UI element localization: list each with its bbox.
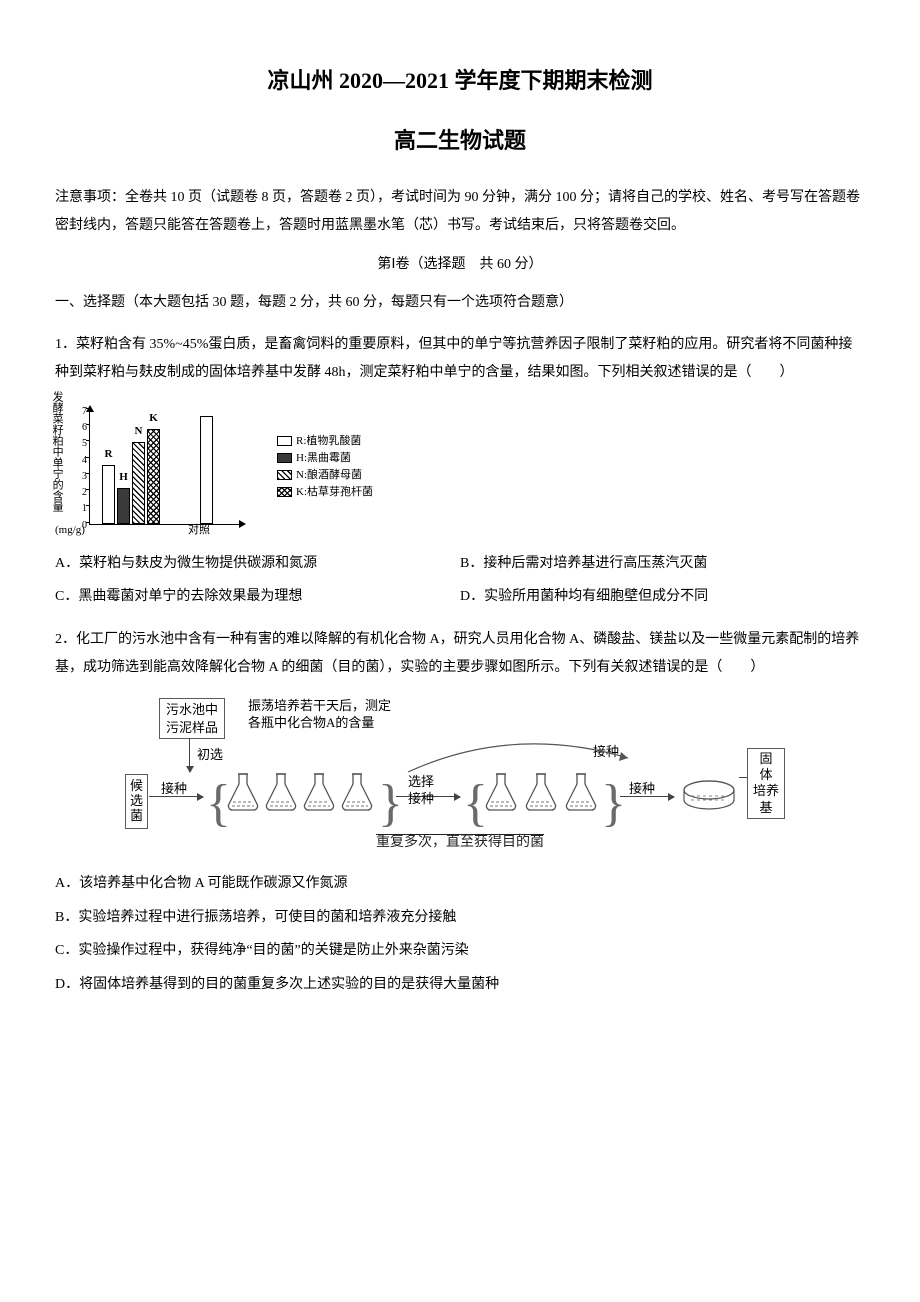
q1-legend-text: N:酿酒酵母菌 (296, 467, 362, 484)
q2-flowchart: 污水池中 污泥样品 初选 候选菌 接种 { } 振荡培养若干天后，测定 各瓶中化… (125, 692, 795, 857)
q1-legend-row: R:植物乳酸菌 (277, 433, 373, 450)
q1-stem: 1．菜籽粕含有 35%~45%蛋白质，是畜禽饲料的重要原料，但其中的单宁等抗营养… (55, 331, 865, 387)
q1-legend-swatch (277, 487, 292, 497)
q2-arrow-down-1 (189, 738, 190, 772)
q2-petri-icon (681, 778, 737, 818)
q2-label-prelim: 初选 (197, 743, 223, 768)
q1-figure: 发酵菜籽粕中单宁的含量 (mg/g) RHNK 01234567 对照 R:植物… (55, 397, 865, 537)
exam-title-sub: 高二生物试题 (55, 120, 865, 162)
q2-flask-icon (301, 770, 337, 818)
section-1-header: 第Ⅰ卷（选择题 共 60 分） (55, 252, 865, 279)
q2-flask-icon (339, 770, 375, 818)
q1-x-arrow (239, 520, 246, 528)
q2-option-b: B．实验培养过程中进行振荡培养，可使目的菌和培养液充分接触 (55, 901, 865, 935)
q1-bar-C (200, 416, 213, 523)
q2-stem: 2．化工厂的污水池中含有一种有害的难以降解的有机化合物 A，研究人员用化合物 A… (55, 626, 865, 682)
q2-option-a: A．该培养基中化合物 A 可能既作碳源又作氮源 (55, 867, 865, 901)
q1-option-a: A．菜籽粕与麸皮为微生物提供碳源和氮源 (55, 547, 460, 581)
exam-notice: 注意事项：全卷共 10 页（试题卷 8 页，答题卷 2 页），考试时间为 90 … (55, 184, 865, 240)
q2-flask-icon (225, 770, 261, 818)
q1-legend-text: H:黑曲霉菌 (296, 450, 351, 467)
q1-legend-row: N:酿酒酵母菌 (277, 467, 373, 484)
q1-legend-text: R:植物乳酸菌 (296, 433, 361, 450)
q1-ytick: 5 (77, 434, 87, 453)
q1-bar-label: R (105, 444, 113, 465)
q2-node-sample-l1: 污水池中 (166, 702, 218, 717)
q2-arc-icon (403, 732, 635, 777)
q2-mid-text: 振荡培养若干天后，测定 各瓶中化合物A的含量 (248, 698, 391, 732)
q2-mid-l1: 振荡培养若干天后，测定 (248, 698, 391, 713)
q1-ytick: 0 (77, 516, 87, 535)
q2-option-c: C．实验操作过程中，获得纯净“目的菌”的关键是防止外来杂菌污染 (55, 934, 865, 968)
q2-node-sample-l2: 污泥样品 (166, 720, 218, 735)
q1-ytick: 3 (77, 467, 87, 486)
q1-bar-R: R (102, 465, 115, 524)
q1-ytick: 7 (77, 402, 87, 421)
exam-title-main: 凉山州 2020—2021 学年度下期期末检测 (55, 60, 865, 102)
q2-option-d: D．将固体培养基得到的目的菌重复多次上述实验的目的是获得大量菌种 (55, 968, 865, 1002)
q1-bar-label: N (135, 421, 143, 442)
q1-axes: RHNK (89, 410, 240, 525)
q1-bar-K: K (147, 429, 160, 523)
q2-flask-icon (483, 770, 519, 818)
q1-bar-N: N (132, 442, 145, 523)
q2-box3-l2: 培养基 (753, 783, 779, 814)
q2-brace-left-close: } (378, 786, 403, 822)
q2-arrow-1-label: 接种 (161, 777, 187, 802)
q1-bar-H: H (117, 488, 130, 524)
q1-legend-text: K:枯草芽孢杆菌 (296, 484, 373, 501)
q1-option-c: C．黑曲霉菌对单宁的去除效果最为理想 (55, 580, 460, 614)
q2-flask-icon (263, 770, 299, 818)
q2-arrow-2-label: 选择 接种 (408, 774, 434, 808)
q1-legend-swatch (277, 436, 292, 446)
q2-arrow-4-label: 接种 (629, 777, 655, 802)
q1-bar-label: H (119, 467, 128, 488)
q2-mid-l2: 各瓶中化合物A的含量 (248, 715, 374, 730)
q1-legend-row: K:枯草芽孢杆菌 (277, 484, 373, 501)
q2-flask-icon (563, 770, 599, 818)
q2-connector-petri-box3 (739, 777, 747, 778)
q2-node-candidate-box: 候选菌 (125, 774, 148, 829)
q2-node-sample-box: 污水池中 污泥样品 (159, 698, 225, 739)
q1-options: A．菜籽粕与麸皮为微生物提供碳源和氮源 C．黑曲霉菌对单宁的去除效果最为理想 B… (55, 547, 865, 614)
q1-y-axis-label: 发酵菜籽粕中单宁的含量 (51, 391, 63, 512)
q2-box3-l1: 固 体 (759, 751, 785, 782)
q1-bar-label: K (149, 408, 158, 429)
q1-legend-swatch (277, 470, 292, 480)
q2-brace-right-close: } (601, 786, 626, 822)
q1-legend: R:植物乳酸菌H:黑曲霉菌N:酿酒酵母菌K:枯草芽孢杆菌 (277, 433, 373, 501)
q1-x-label-control: 对照 (188, 520, 210, 541)
q1-ytick: 1 (77, 499, 87, 518)
q2-node-solid-medium: 固 体 培养基 (747, 748, 785, 819)
q1-ytick: 4 (77, 451, 87, 470)
q2-flow-caption: 重复多次，直至获得目的菌 (125, 830, 795, 857)
q1-option-b: B．接种后需对培养基进行高压蒸汽灭菌 (460, 547, 865, 581)
q2-figure: 污水池中 污泥样品 初选 候选菌 接种 { } 振荡培养若干天后，测定 各瓶中化… (55, 692, 865, 857)
q2-options: A．该培养基中化合物 A 可能既作碳源又作氮源 B．实验培养过程中进行振荡培养，… (55, 867, 865, 1001)
q1-bar-chart: 发酵菜籽粕中单宁的含量 (mg/g) RHNK 01234567 对照 (55, 397, 255, 537)
section-1-desc: 一、选择题（本大题包括 30 题，每题 2 分，共 60 分，每题只有一个选项符… (55, 290, 865, 317)
q2-flask-icon (523, 770, 559, 818)
q2-arrow-2-l2: 接种 (408, 791, 434, 806)
q1-ytick: 6 (77, 418, 87, 437)
q1-chart-wrap: 发酵菜籽粕中单宁的含量 (mg/g) RHNK 01234567 对照 R:植物… (55, 397, 865, 537)
q1-ytick: 2 (77, 483, 87, 502)
q1-legend-swatch (277, 453, 292, 463)
q1-legend-row: H:黑曲霉菌 (277, 450, 373, 467)
q1-option-d: D．实验所用菌种均有细胞壁但成分不同 (460, 580, 865, 614)
